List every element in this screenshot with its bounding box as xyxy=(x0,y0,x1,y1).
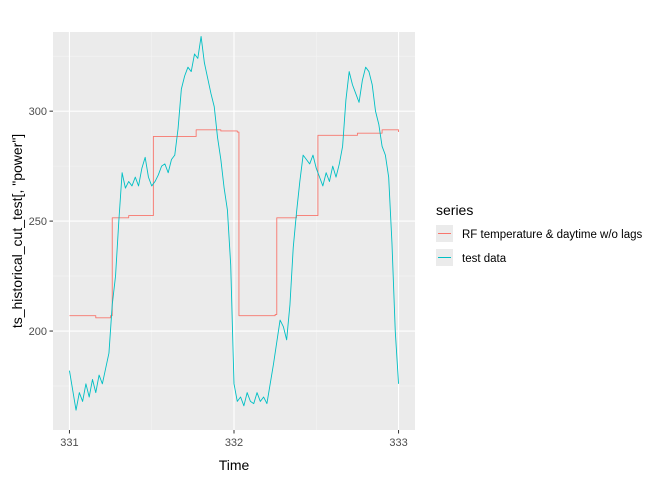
y-tick-label: 300 xyxy=(29,106,47,118)
legend: series RF temperature & daytime w/o lags… xyxy=(436,202,642,266)
x-axis-title: Time xyxy=(219,457,250,473)
legend-label-test: test data xyxy=(462,253,507,265)
y-axis-title: ts_historical_cut_test[, "power"] xyxy=(9,134,25,328)
series-line-rf-prediction xyxy=(69,129,399,319)
tick-labels: 331 332 333 200 250 300 xyxy=(29,106,408,449)
x-tick-label: 332 xyxy=(225,437,243,449)
y-tick-label: 250 xyxy=(29,216,47,228)
legend-title: series xyxy=(436,202,473,218)
x-tick-label: 331 xyxy=(60,437,78,449)
y-tick-label: 200 xyxy=(29,326,47,338)
axis-ticks xyxy=(49,110,400,434)
legend-label-rf: RF temperature & daytime w/o lags xyxy=(462,229,642,241)
grid-major xyxy=(53,32,415,430)
x-tick-label: 333 xyxy=(389,437,407,449)
series-layer xyxy=(69,35,399,411)
series-line-test-data xyxy=(69,35,399,411)
